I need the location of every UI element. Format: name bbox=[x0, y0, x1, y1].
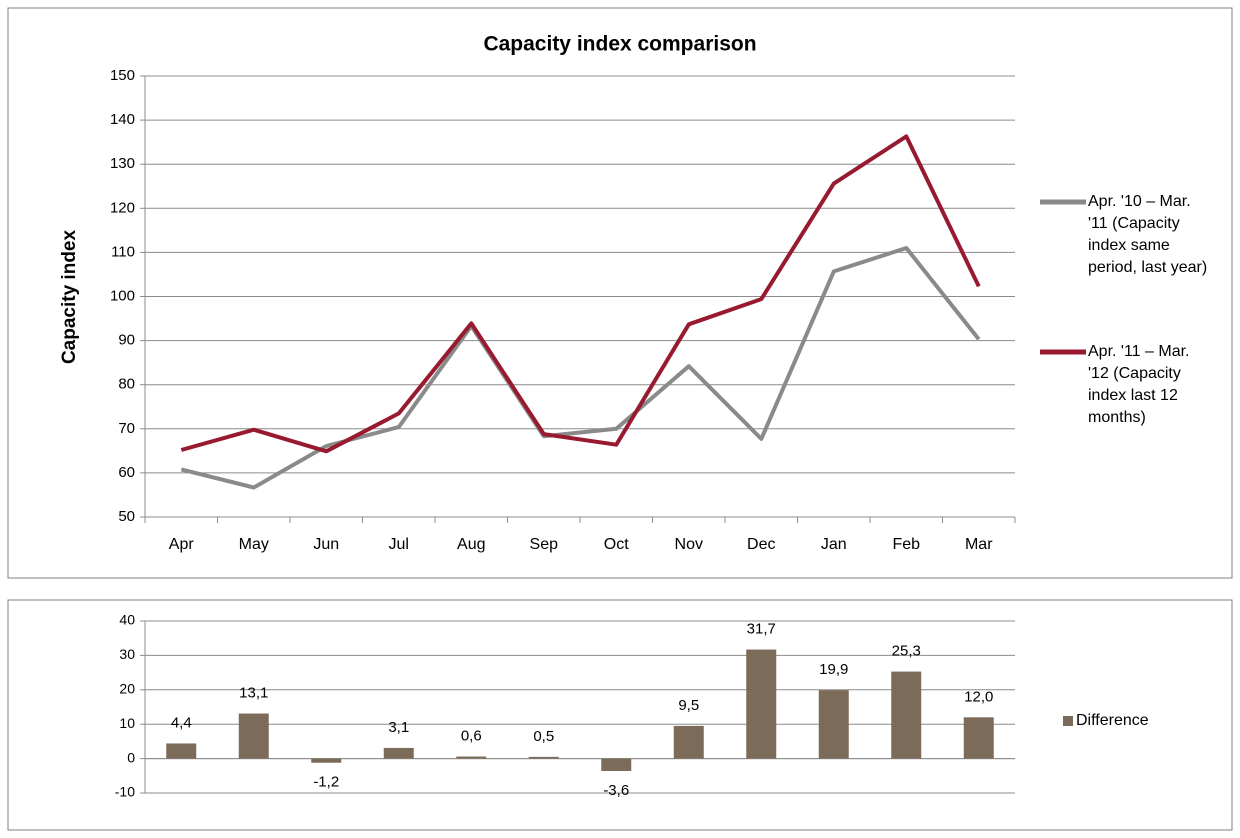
bar bbox=[963, 717, 994, 759]
x-tick-label: Aug bbox=[457, 536, 485, 553]
legend-label: Difference bbox=[1076, 712, 1149, 729]
x-tick-label: Oct bbox=[604, 536, 629, 553]
bar bbox=[238, 713, 269, 759]
bar bbox=[891, 671, 922, 759]
bar bbox=[746, 649, 777, 759]
y-tick-label: 40 bbox=[119, 612, 135, 628]
data-label: 12,0 bbox=[964, 688, 993, 705]
y-axis-label: Capacity index bbox=[59, 230, 80, 365]
data-label: 4,4 bbox=[171, 714, 192, 731]
bar bbox=[673, 725, 704, 759]
x-tick-label: Nov bbox=[675, 536, 703, 553]
y-tick-label: 140 bbox=[110, 111, 135, 128]
y-tick-label: 120 bbox=[110, 199, 135, 216]
x-tick-label: Sep bbox=[530, 536, 559, 553]
x-tick-label: Feb bbox=[892, 536, 920, 553]
y-tick-label: 10 bbox=[119, 715, 135, 731]
data-label: 13,1 bbox=[239, 685, 268, 702]
y-tick-label: 50 bbox=[118, 508, 135, 525]
y-tick-label: 80 bbox=[118, 376, 135, 393]
data-label: 25,3 bbox=[892, 643, 921, 660]
data-label: -3,6 bbox=[603, 782, 629, 799]
chart-title: Capacity index comparison bbox=[483, 33, 756, 56]
x-tick-label: Dec bbox=[747, 536, 775, 553]
x-tick-label: Jan bbox=[821, 536, 847, 553]
y-tick-label: 130 bbox=[110, 155, 135, 172]
data-label: 31,7 bbox=[747, 621, 776, 638]
data-label: 3,1 bbox=[388, 719, 409, 736]
chart-frame bbox=[7, 599, 1233, 831]
x-tick-label: Jul bbox=[389, 536, 409, 553]
y-tick-label: 20 bbox=[119, 681, 135, 697]
y-tick-label: 110 bbox=[111, 243, 135, 260]
line-series bbox=[180, 246, 981, 490]
legend-swatch bbox=[1063, 716, 1073, 726]
data-label: 0,5 bbox=[533, 728, 554, 745]
line-series bbox=[180, 134, 981, 454]
bar bbox=[601, 758, 632, 771]
x-tick-label: Apr bbox=[169, 536, 195, 553]
y-tick-label: 90 bbox=[118, 332, 135, 349]
bar bbox=[311, 758, 342, 763]
data-label: 19,9 bbox=[819, 661, 848, 678]
data-label: -1,2 bbox=[313, 774, 339, 791]
y-tick-label: 100 bbox=[110, 287, 135, 304]
bar bbox=[528, 756, 559, 759]
y-tick-label: 150 bbox=[110, 67, 135, 84]
legend-label: Apr. '11 – Mar. '12 (Capacity index last… bbox=[1088, 343, 1190, 426]
y-tick-label: 70 bbox=[118, 420, 135, 437]
x-tick-label: Jun bbox=[313, 536, 339, 553]
x-tick-label: May bbox=[239, 536, 269, 553]
y-tick-label: 30 bbox=[119, 646, 135, 662]
data-label: 0,6 bbox=[461, 728, 482, 745]
y-tick-label: 0 bbox=[127, 749, 135, 765]
legend-label: Apr. '10 – Mar. '11 (Capacity index same… bbox=[1088, 193, 1208, 276]
bar bbox=[456, 756, 487, 759]
chart-frame bbox=[7, 7, 1233, 579]
bar bbox=[166, 743, 197, 759]
y-tick-label: 60 bbox=[118, 464, 135, 481]
bar bbox=[383, 747, 414, 759]
x-tick-label: Mar bbox=[965, 536, 993, 553]
data-label: 9,5 bbox=[678, 697, 699, 714]
bar bbox=[818, 690, 849, 759]
y-tick-label: -10 bbox=[115, 784, 135, 800]
